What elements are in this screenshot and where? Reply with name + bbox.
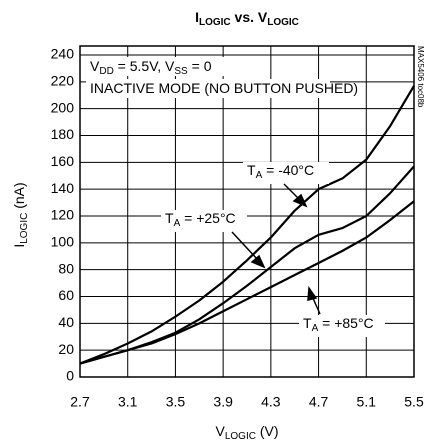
- text-part: I: [195, 9, 199, 25]
- series-line: [79, 85, 415, 365]
- y-tick-label: 100: [51, 234, 75, 250]
- subscript: LOGIC: [199, 17, 231, 28]
- annotation: VDD = 5.5V, VSS = 0: [90, 58, 212, 77]
- y-tick-label: 200: [51, 99, 75, 115]
- y-tick-label: 0: [66, 368, 74, 384]
- plot-frame: [79, 45, 415, 378]
- subscript: LOGIC: [267, 17, 299, 28]
- side-note: MAX5406 toc08b: [416, 46, 425, 108]
- y-tick-label: 80: [58, 260, 74, 276]
- x-tick-label: 4.7: [309, 394, 329, 410]
- arrowhead: [250, 254, 266, 269]
- y-tick-label: 140: [51, 180, 75, 196]
- subscript: SS: [174, 66, 188, 77]
- series-line: [79, 200, 415, 365]
- text-part: I: [11, 244, 27, 248]
- text-part: V: [215, 423, 225, 439]
- x-tick-label: 3.9: [213, 394, 233, 410]
- x-tick-label: 4.3: [261, 394, 281, 410]
- subscript: LOGIC: [19, 213, 30, 244]
- text-part: V: [90, 58, 100, 74]
- x-axis-label: VLOGIC (V): [215, 423, 278, 442]
- arrowhead: [292, 193, 308, 208]
- x-tick-label: 5.1: [357, 394, 377, 410]
- subscript: DD: [99, 66, 113, 77]
- text-part: (V): [256, 423, 279, 439]
- text-part: = +25°C: [180, 210, 235, 226]
- text-part: T: [165, 210, 174, 226]
- series-label: TA = +25°C: [165, 210, 236, 229]
- chart-title: ILOGIC vs. VLOGIC: [195, 9, 299, 28]
- y-axis-label: ILOGIC (nA): [11, 182, 30, 247]
- y-tick-label: 160: [51, 153, 75, 169]
- annotation: INACTIVE MODE (NO BUTTON PUSHED): [90, 80, 358, 96]
- x-tick-label: 3.5: [166, 394, 186, 410]
- subscript: A: [256, 170, 263, 181]
- y-tick-label: 240: [51, 46, 75, 62]
- y-tick-label: 220: [51, 73, 75, 89]
- label-bg: [299, 315, 385, 337]
- y-tick-label: 40: [58, 314, 74, 330]
- y-tick-label: 60: [58, 287, 74, 303]
- y-tick-label: 120: [51, 207, 75, 223]
- label-bg: [161, 210, 247, 232]
- annotation-bg: [86, 79, 330, 98]
- label-bg: [243, 162, 329, 184]
- text-part: = 0: [188, 58, 212, 74]
- series-label: TA = -40°C: [247, 162, 314, 181]
- text-part: vs. V: [231, 9, 268, 25]
- y-tick-label: 180: [51, 126, 75, 142]
- annotation-bg: [86, 57, 236, 76]
- text-part: = +85°C: [318, 315, 373, 331]
- arrows: [231, 183, 321, 315]
- text-part: = 5.5V, V: [114, 58, 175, 74]
- text-part: T: [247, 162, 256, 178]
- series-label: TA = +85°C: [303, 315, 374, 334]
- y-tick-label: 20: [58, 341, 74, 357]
- subscript: A: [174, 218, 181, 229]
- text-part: = -40°C: [262, 162, 314, 178]
- subscript: A: [312, 323, 319, 334]
- x-tick-label: 3.1: [118, 394, 138, 410]
- x-tick-label: 5.5: [404, 394, 424, 410]
- text-part: INACTIVE MODE (NO BUTTON PUSHED): [90, 80, 358, 96]
- text-part: (nA): [11, 182, 27, 212]
- subscript: LOGIC: [225, 431, 256, 442]
- arrowhead: [307, 285, 318, 301]
- text-part: T: [303, 315, 312, 331]
- lines: [79, 85, 415, 365]
- x-tick-label: 2.7: [70, 394, 90, 410]
- arrow: [231, 231, 259, 261]
